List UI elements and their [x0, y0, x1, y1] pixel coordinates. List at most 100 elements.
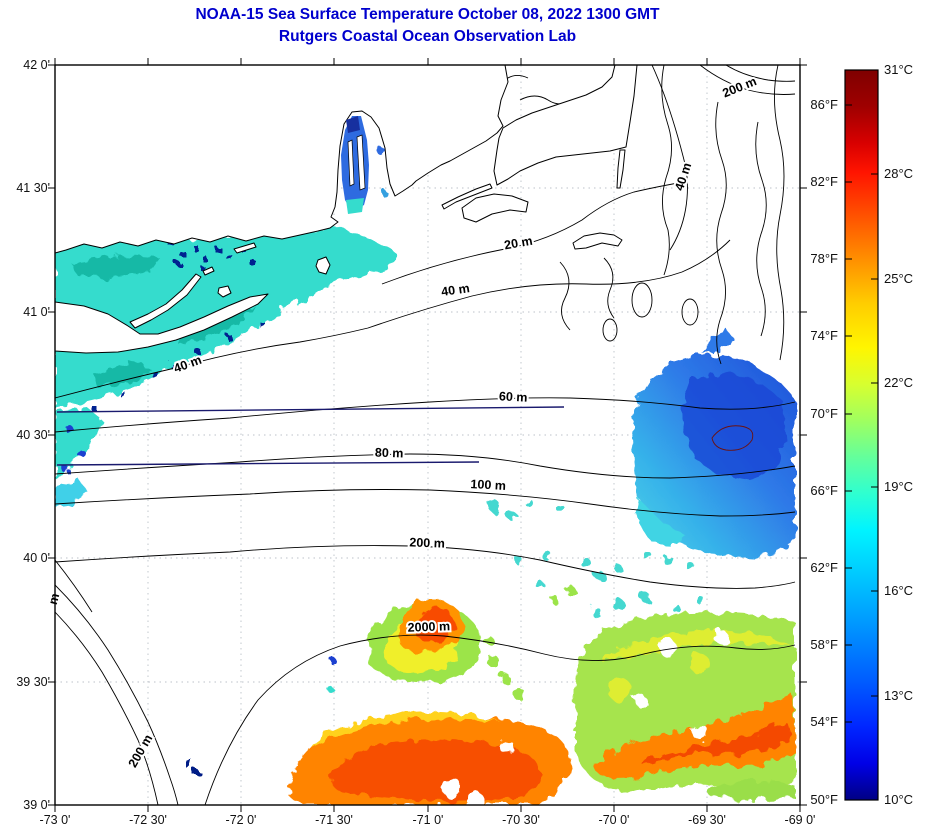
colorbar-fahrenheit-label: 50°F: [810, 792, 838, 807]
mainland-southern-new-england: [55, 65, 509, 254]
contour-200m-northeast: [699, 65, 796, 95]
colorbar-fahrenheit-label: 86°F: [810, 97, 838, 112]
colorbar-fahrenheit-label: 82°F: [810, 174, 838, 189]
colorbar-fahrenheit-label: 66°F: [810, 483, 838, 498]
figure-subtitle: Rutgers Coastal Ocean Observation Lab: [278, 28, 577, 45]
sst-cyan-specks: [644, 552, 694, 570]
depth-contours: [55, 65, 796, 805]
cloud-hole: [715, 631, 729, 645]
sst-yellow-mottle: [690, 654, 710, 674]
sst-cold-patch-fringe: [636, 500, 686, 548]
cloud-hole: [442, 778, 462, 798]
lon-tick-label: -71 30': [315, 813, 353, 827]
sst-teal-streak: [95, 362, 150, 388]
long-island: [55, 293, 269, 354]
sst-bay-cyan-tip: [346, 198, 364, 214]
colorbar-celsius-label: 28°C: [884, 166, 914, 181]
coastline-land: [55, 65, 638, 354]
contour-100m: [55, 489, 796, 517]
cloud-hole: [659, 639, 677, 657]
lat-tick-label: 41 0': [23, 305, 50, 319]
closed-contour: [681, 298, 699, 326]
lon-tick-label: -72 0': [225, 813, 257, 827]
shoal-squiggle: [715, 101, 727, 365]
sst-green-corner: [704, 780, 795, 800]
bay-island: [356, 134, 366, 191]
closed-contour: [602, 318, 618, 342]
colorbar-gradient: [844, 69, 879, 801]
closed-contour: [631, 282, 653, 318]
cape-cod: [493, 65, 638, 186]
lon-tick-label: -70 0': [598, 813, 630, 827]
sst-midshelf-specks: [488, 498, 704, 617]
survey-transect-line: [56, 406, 565, 413]
cloud-hole: [692, 724, 708, 740]
elizabeth-islands: [441, 183, 493, 210]
lat-tick-label: 39 0': [23, 798, 50, 812]
lon-tick-label: -73 0': [39, 813, 71, 827]
bay-squiggle: [504, 75, 529, 81]
lon-tick-label: -69 0': [784, 813, 816, 827]
sst-yellow-mottle: [608, 678, 632, 702]
shoal-squiggle: [773, 65, 785, 361]
contour-40m: [55, 239, 731, 399]
narragansett-bay-sst: [341, 116, 369, 214]
lat-tick-label: 42 0': [23, 58, 50, 72]
closed-contour-dark: [711, 425, 754, 451]
colorbar-fahrenheit-label: 70°F: [810, 406, 838, 421]
contour-label: 100 m: [470, 477, 506, 493]
lat-tick-label: 41 30': [16, 181, 50, 195]
sst-warm-band-yellow-fringe: [312, 712, 500, 748]
sst-orange-blob-core: [415, 607, 455, 642]
sst-blue-dots: [60, 426, 84, 472]
shoal-squiggle: [661, 65, 672, 276]
contour-200m: [55, 545, 796, 589]
cloud-hole: [500, 742, 516, 754]
contour-label: 20 m: [503, 234, 533, 253]
sst-teal-streak: [70, 255, 160, 278]
sst-bay-dark: [346, 116, 360, 133]
contour-2000m: [204, 634, 796, 805]
colorbar-celsius-label: 13°C: [884, 688, 914, 703]
shoal-squiggle: [755, 121, 767, 337]
lon-tick-label: -70 30': [502, 813, 540, 827]
lon-tick-label: -69 30': [688, 813, 726, 827]
cloud-hole: [634, 694, 646, 706]
shoal-squiggle: [603, 257, 615, 319]
colorbar-celsius-label: 19°C: [884, 479, 914, 494]
lat-tick-label: 39 30': [16, 675, 50, 689]
contour-label: 2000 m: [407, 619, 450, 634]
colorbar-fahrenheit-label: 54°F: [810, 714, 838, 729]
sst-warm-band-core: [330, 739, 541, 802]
contour-20m: [381, 181, 685, 285]
marthas-vineyard-island: [461, 193, 529, 223]
sst-warm-band-southeast-core: [640, 721, 790, 764]
lat-tick-label: 40 30': [16, 428, 50, 442]
lon-tick-label: -71 0': [412, 813, 444, 827]
contour-label: m: [46, 592, 62, 606]
bay-island: [347, 139, 355, 187]
sst-data-layer: [55, 146, 795, 805]
contour-northeast: [725, 65, 796, 82]
contour-200m-slope: [55, 584, 179, 805]
colorbar-fahrenheit-label: 78°F: [810, 251, 838, 266]
lon-tick-label: -72 30': [129, 813, 167, 827]
figure-title: NOAA-15 Sea Surface Temperature October …: [195, 6, 660, 23]
contour-partial-left: [55, 559, 93, 613]
plum-island: [202, 266, 215, 276]
sst-left-edge-patch: [55, 408, 102, 480]
colorbar-fahrenheit-label: 74°F: [810, 328, 838, 343]
contour-label: 80 m: [375, 446, 404, 461]
block-island: [315, 256, 331, 275]
sst-left-edge-patch: [55, 478, 88, 506]
lat-tick-label: 40 0': [23, 551, 50, 565]
colorbar: [844, 69, 879, 801]
colorbar-celsius-label: 25°C: [884, 271, 914, 286]
contour-label: 200 m: [720, 74, 758, 100]
contour-label: 40 m: [672, 161, 694, 192]
colorbar-celsius-label: 10°C: [884, 792, 914, 807]
contour-label: 40 m: [440, 281, 470, 299]
contour-200m-slope: [55, 611, 159, 805]
